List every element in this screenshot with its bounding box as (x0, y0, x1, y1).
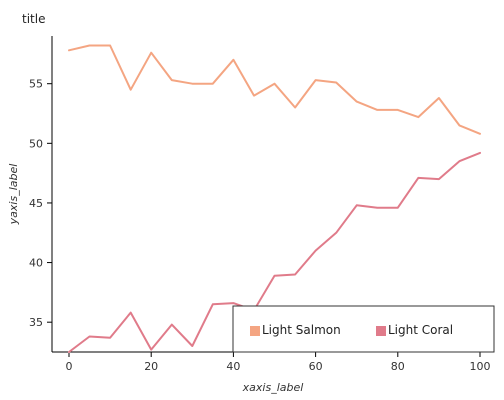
chart-title: title (22, 12, 45, 26)
series-line-light-salmon (68, 44, 481, 135)
legend-entry: Light Salmon (262, 323, 341, 337)
x-tick-label: 80 (391, 360, 405, 373)
axes: 35 40 45 50 55 0 20 40 60 80 100 (29, 36, 494, 373)
x-tick-label: 100 (470, 360, 491, 373)
legend-swatch (250, 326, 260, 336)
y-tick-label: 40 (29, 257, 43, 270)
y-tick-label: 50 (29, 137, 43, 150)
legend-swatch (376, 326, 386, 336)
y-tick-label: 35 (29, 316, 43, 329)
legend-box (232, 305, 495, 353)
x-axis-label: xaxis_label (242, 381, 304, 394)
x-tick-label: 60 (309, 360, 323, 373)
y-tick-label: 55 (29, 78, 43, 91)
series-line-light-coral (68, 151, 481, 353)
series-layer (68, 44, 481, 353)
x-tick-label: 40 (226, 360, 240, 373)
x-tick-label: 0 (66, 360, 73, 373)
y-tick-label: 45 (29, 197, 43, 210)
x-tick-label: 20 (144, 360, 158, 373)
legend: Light Salmon Light Coral (232, 305, 495, 353)
y-axis-label: yaxis_label (7, 164, 20, 226)
legend-entry: Light Coral (388, 323, 453, 337)
